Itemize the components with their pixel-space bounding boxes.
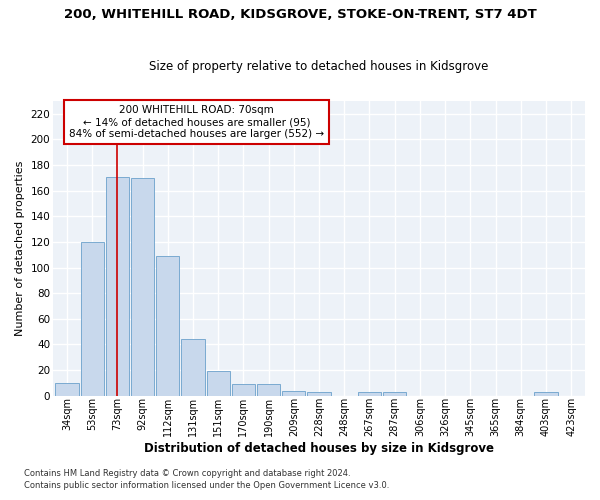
- Bar: [282, 390, 305, 396]
- Bar: [383, 392, 406, 396]
- Text: Contains HM Land Registry data © Crown copyright and database right 2024.
Contai: Contains HM Land Registry data © Crown c…: [24, 468, 389, 490]
- Bar: [181, 340, 205, 396]
- Bar: [257, 384, 280, 396]
- Bar: [232, 384, 255, 396]
- Bar: [358, 392, 381, 396]
- Bar: [307, 392, 331, 396]
- X-axis label: Distribution of detached houses by size in Kidsgrove: Distribution of detached houses by size …: [144, 442, 494, 455]
- Text: 200, WHITEHILL ROAD, KIDSGROVE, STOKE-ON-TRENT, ST7 4DT: 200, WHITEHILL ROAD, KIDSGROVE, STOKE-ON…: [64, 8, 536, 20]
- Bar: [106, 176, 129, 396]
- Text: 200 WHITEHILL ROAD: 70sqm
← 14% of detached houses are smaller (95)
84% of semi-: 200 WHITEHILL ROAD: 70sqm ← 14% of detac…: [69, 106, 324, 138]
- Bar: [156, 256, 179, 396]
- Bar: [80, 242, 104, 396]
- Title: Size of property relative to detached houses in Kidsgrove: Size of property relative to detached ho…: [149, 60, 489, 74]
- Bar: [206, 372, 230, 396]
- Bar: [55, 383, 79, 396]
- Y-axis label: Number of detached properties: Number of detached properties: [15, 160, 25, 336]
- Bar: [131, 178, 154, 396]
- Bar: [535, 392, 557, 396]
